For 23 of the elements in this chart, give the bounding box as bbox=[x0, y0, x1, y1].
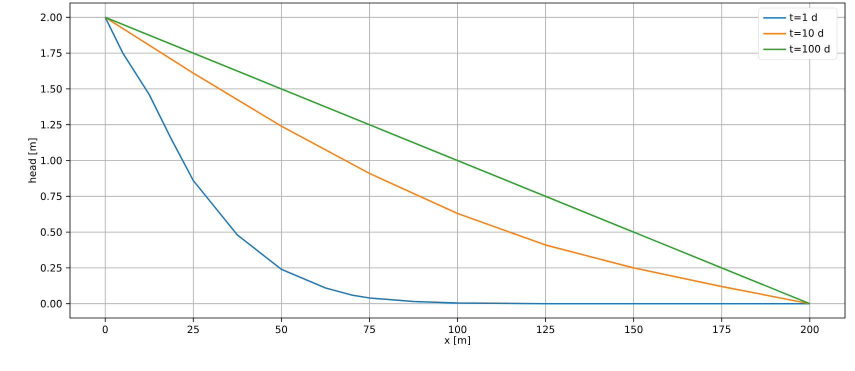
x-tick-label: 50 bbox=[276, 326, 288, 334]
y-tick-label: 1.25 bbox=[41, 120, 62, 128]
y-tick-label: 0.75 bbox=[40, 192, 62, 200]
x-tick-label: 150 bbox=[625, 326, 643, 334]
x-tick-label: 75 bbox=[364, 326, 375, 334]
y-tick-label: 0.25 bbox=[40, 264, 62, 272]
x-tick-label: 175 bbox=[713, 326, 730, 334]
x-tick-label: 125 bbox=[537, 326, 554, 334]
x-tick-label: 25 bbox=[188, 326, 199, 334]
y-tick-label: 1.50 bbox=[41, 85, 62, 93]
legend-label: t=10 d bbox=[790, 29, 824, 37]
x-tick-label: 0 bbox=[102, 326, 108, 334]
x-tick-label: 200 bbox=[800, 326, 819, 334]
y-tick-label: 1.75 bbox=[41, 49, 62, 57]
y-axis-title: head [m] bbox=[28, 138, 38, 182]
legend-label: t=1 d bbox=[790, 13, 817, 22]
y-tick-label: 2.00 bbox=[40, 14, 62, 22]
y-tick-label: 0.50 bbox=[40, 228, 62, 236]
y-tick-label: 1.00 bbox=[41, 156, 62, 164]
x-axis-title: x [m] bbox=[444, 336, 470, 346]
x-tick-label: 100 bbox=[449, 326, 466, 334]
y-tick-label: 0.00 bbox=[40, 300, 62, 308]
legend-label: t=100 d bbox=[790, 44, 830, 53]
